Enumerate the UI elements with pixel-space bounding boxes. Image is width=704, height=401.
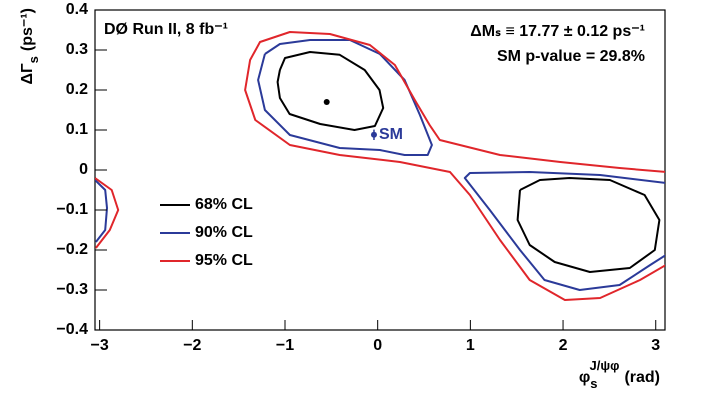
x-label-sup: J/ψφ bbox=[590, 358, 620, 373]
y-tick-label: −0.1 bbox=[56, 201, 88, 218]
y-tick-label: −0.4 bbox=[56, 321, 88, 338]
x-label-unit: (rad) bbox=[624, 369, 660, 386]
contour-line bbox=[95, 39, 665, 291]
contour-line bbox=[95, 31, 665, 301]
best-fit-point bbox=[323, 99, 330, 105]
legend-label: 95% CL bbox=[195, 252, 253, 269]
x-axis-label: φs J/ψφ (rad) bbox=[579, 358, 660, 391]
y-tick-label: −0.3 bbox=[56, 281, 88, 298]
sm-point bbox=[370, 131, 377, 138]
y-tick-label: 0 bbox=[79, 161, 88, 178]
legend: 68% CL 90% CL 95% CL bbox=[160, 196, 253, 269]
y-label-sub: s bbox=[26, 56, 41, 63]
plot-area bbox=[95, 31, 665, 301]
annotation: SM p-value = 29.8% bbox=[497, 48, 645, 65]
x-label-symbol: φ bbox=[579, 369, 590, 386]
x-tick-label: 3 bbox=[651, 337, 660, 354]
y-axis-label: ΔΓs (ps⁻¹) bbox=[19, 8, 41, 84]
y-label-symbol: ΔΓ bbox=[19, 63, 36, 85]
legend-label: 68% CL bbox=[195, 196, 253, 213]
y-tick-label: 0.4 bbox=[66, 1, 88, 18]
y-tick-label: 0.3 bbox=[66, 41, 88, 58]
x-tick-label: −3 bbox=[91, 337, 109, 354]
x-tick-label: −1 bbox=[276, 337, 294, 354]
sm-label: SM bbox=[379, 126, 403, 143]
x-tick-label: −2 bbox=[183, 337, 201, 354]
x-tick-label: 1 bbox=[466, 337, 475, 354]
chart-title: DØ Run II, 8 fb⁻¹ bbox=[104, 21, 228, 38]
legend-label: 90% CL bbox=[195, 224, 253, 241]
contour-line bbox=[276, 51, 661, 273]
x-tick-label: 2 bbox=[559, 337, 568, 354]
annotation: ΔMₛ ≡ 17.77 ± 0.12 ps⁻¹ bbox=[470, 23, 645, 40]
y-label-unit: (ps⁻¹) bbox=[19, 8, 36, 51]
x-tick-label: 0 bbox=[373, 337, 382, 354]
y-tick-label: 0.2 bbox=[66, 81, 88, 98]
y-tick-label: −0.2 bbox=[56, 241, 88, 258]
x-label-sub: s bbox=[590, 376, 597, 391]
y-tick-label: 0.1 bbox=[66, 121, 88, 138]
